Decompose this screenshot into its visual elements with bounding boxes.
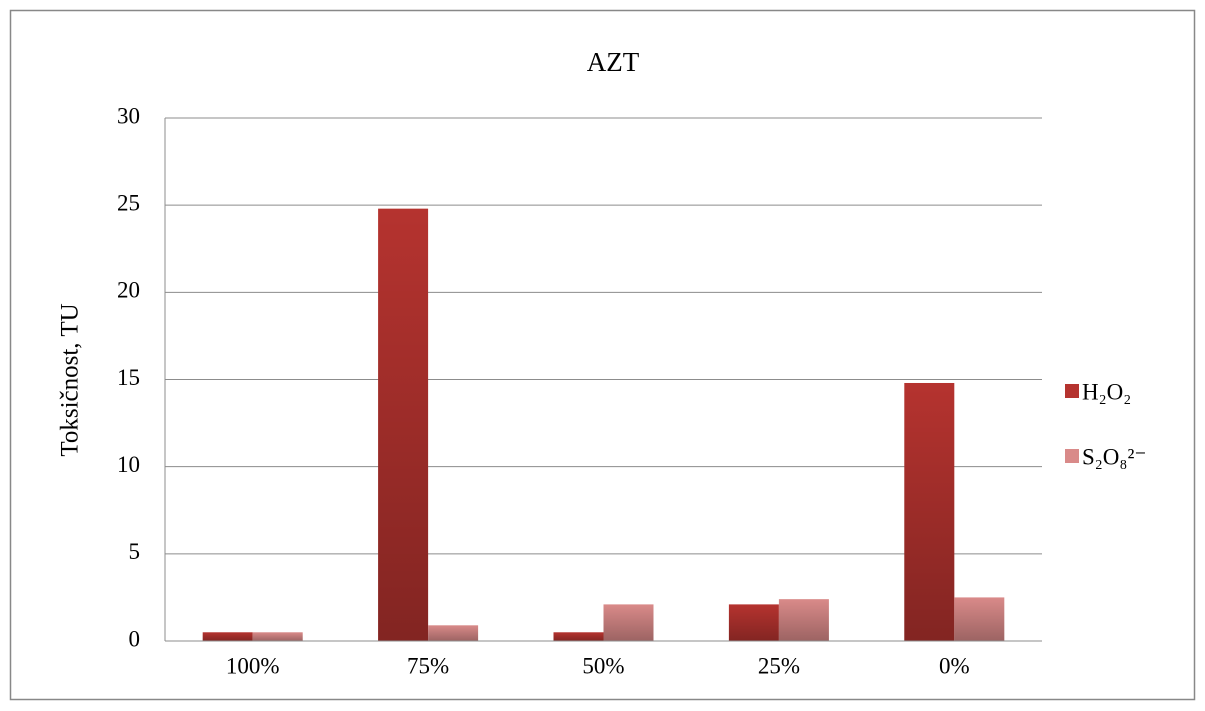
chart-title: AZT [587,47,640,77]
bar-shade [202,632,253,641]
x-tick-label: 25% [758,653,800,678]
bar-shade [904,382,955,641]
chart-frame [9,9,1196,701]
legend-marker [1065,384,1079,398]
bar-shade [553,632,604,641]
y-tick-label: 25 [117,190,140,215]
bar-shade [954,597,1005,641]
bar-shade [428,625,479,641]
x-tick-label: 100% [226,653,280,678]
y-tick-label: 20 [117,278,140,303]
y-tick-label: 30 [117,103,140,128]
x-tick-label: 50% [582,653,624,678]
legend-marker [1065,449,1079,463]
y-tick-label: 15 [117,365,140,390]
bar-shade [252,632,303,641]
x-tick-label: 75% [407,653,449,678]
bar-shade [603,604,654,641]
legend-label: H₂O₂ [1082,379,1131,404]
x-tick-label: 0% [939,653,970,678]
y-tick-label: 0 [129,626,141,651]
y-axis-label: Toksičnost, TU [57,303,84,456]
y-tick-label: 10 [117,452,140,477]
bar-shade [378,208,429,642]
legend-label: S₂O₈²⁻ [1082,444,1146,469]
bar-shade [728,604,779,641]
bar-shade [778,599,829,641]
y-tick-label: 5 [129,539,141,564]
